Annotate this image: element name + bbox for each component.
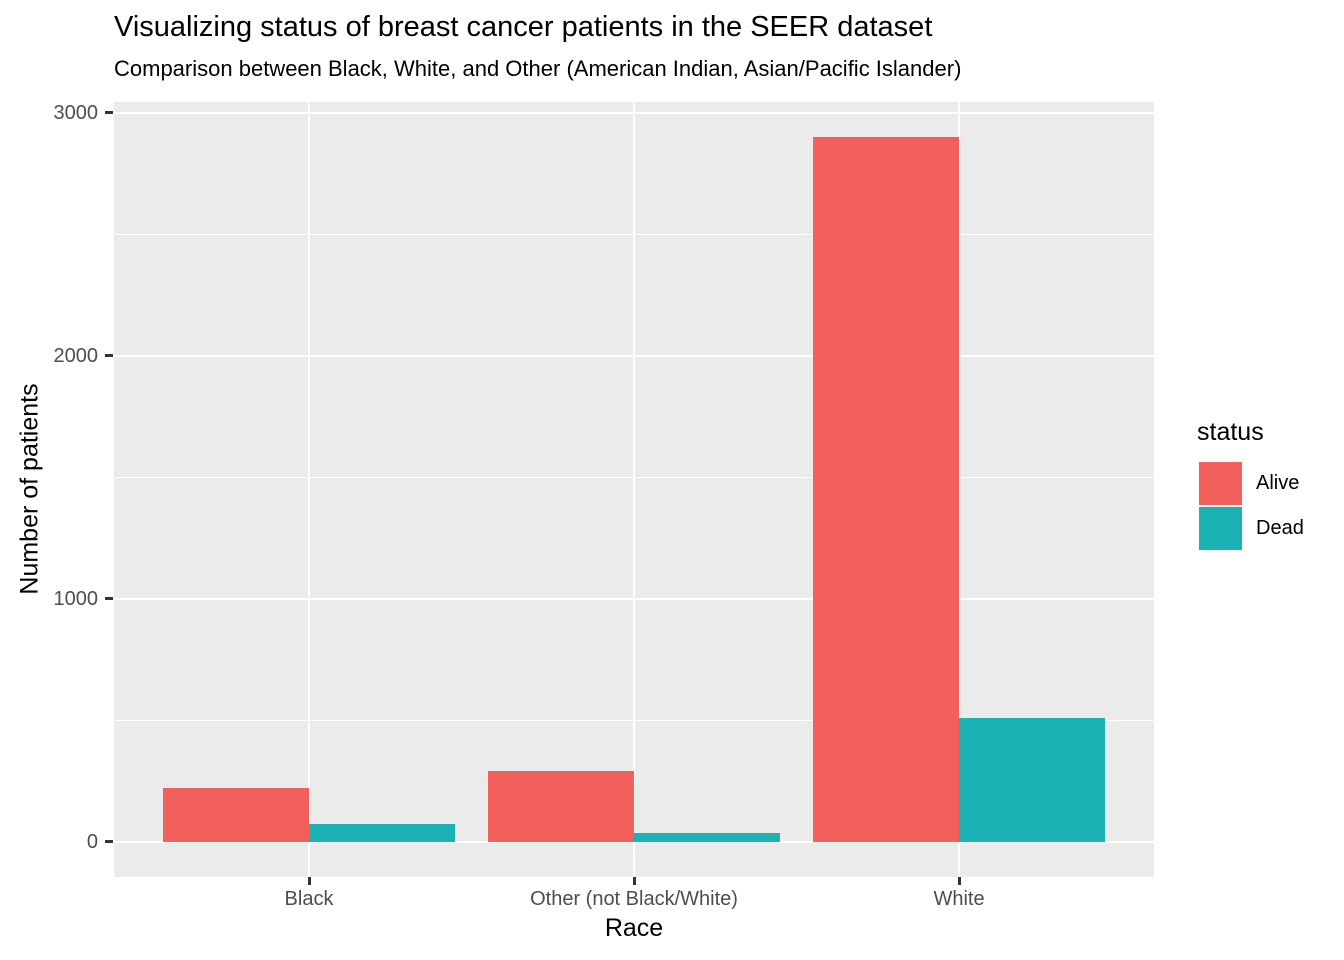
bar-alive-white [812, 137, 959, 842]
y-axis-title: Number of patients [15, 383, 44, 595]
chart-panel [114, 102, 1154, 877]
gridline-x-other-not-black-white [633, 102, 635, 877]
x-tick-mark-black [307, 877, 311, 885]
legend-entries: Alive Dead [1197, 462, 1304, 550]
gridline-x-white [958, 102, 960, 877]
x-axis-title: Race [604, 914, 664, 942]
y-tick-label-3000: 3000 [53, 101, 99, 124]
x-tick-label-black: Black [284, 888, 334, 910]
legend: status Alive Dead [1197, 418, 1304, 552]
y-tick-mark-0 [105, 840, 113, 844]
legend-swatch-dead [1199, 507, 1242, 550]
y-tick-label-0: 0 [86, 830, 98, 853]
x-tick-label-other-not-black-white: Other (not Black/White) [530, 888, 738, 910]
y-tick-mark-3000 [105, 111, 113, 115]
bar-alive-black [162, 788, 309, 842]
x-tick-label-white: White [933, 888, 985, 910]
chart-subtitle: Comparison between Black, White, and Oth… [114, 56, 962, 81]
legend-title: status [1197, 418, 1264, 446]
x-tick-mark-other-not-black-white [632, 877, 636, 885]
bar-alive-other-not-black-white [487, 771, 634, 842]
y-tick-label-2000: 2000 [53, 344, 99, 367]
legend-label-dead: Dead [1256, 517, 1304, 539]
chart-title: Visualizing status of breast cancer pati… [114, 11, 933, 43]
legend-label-alive: Alive [1256, 472, 1300, 494]
x-tick-mark-white [957, 877, 961, 885]
y-tick-label-1000: 1000 [53, 587, 99, 610]
bar-dead-black [309, 823, 456, 842]
legend-entry-alive: Alive [1199, 462, 1304, 505]
legend-entry-dead: Dead [1199, 507, 1304, 550]
legend-swatch-alive [1199, 462, 1242, 505]
gridline-x-black [308, 102, 310, 877]
bar-dead-white [959, 717, 1106, 842]
y-tick-mark-2000 [105, 354, 113, 358]
bar-dead-other-not-black-white [634, 833, 781, 842]
y-tick-mark-1000 [105, 597, 113, 601]
